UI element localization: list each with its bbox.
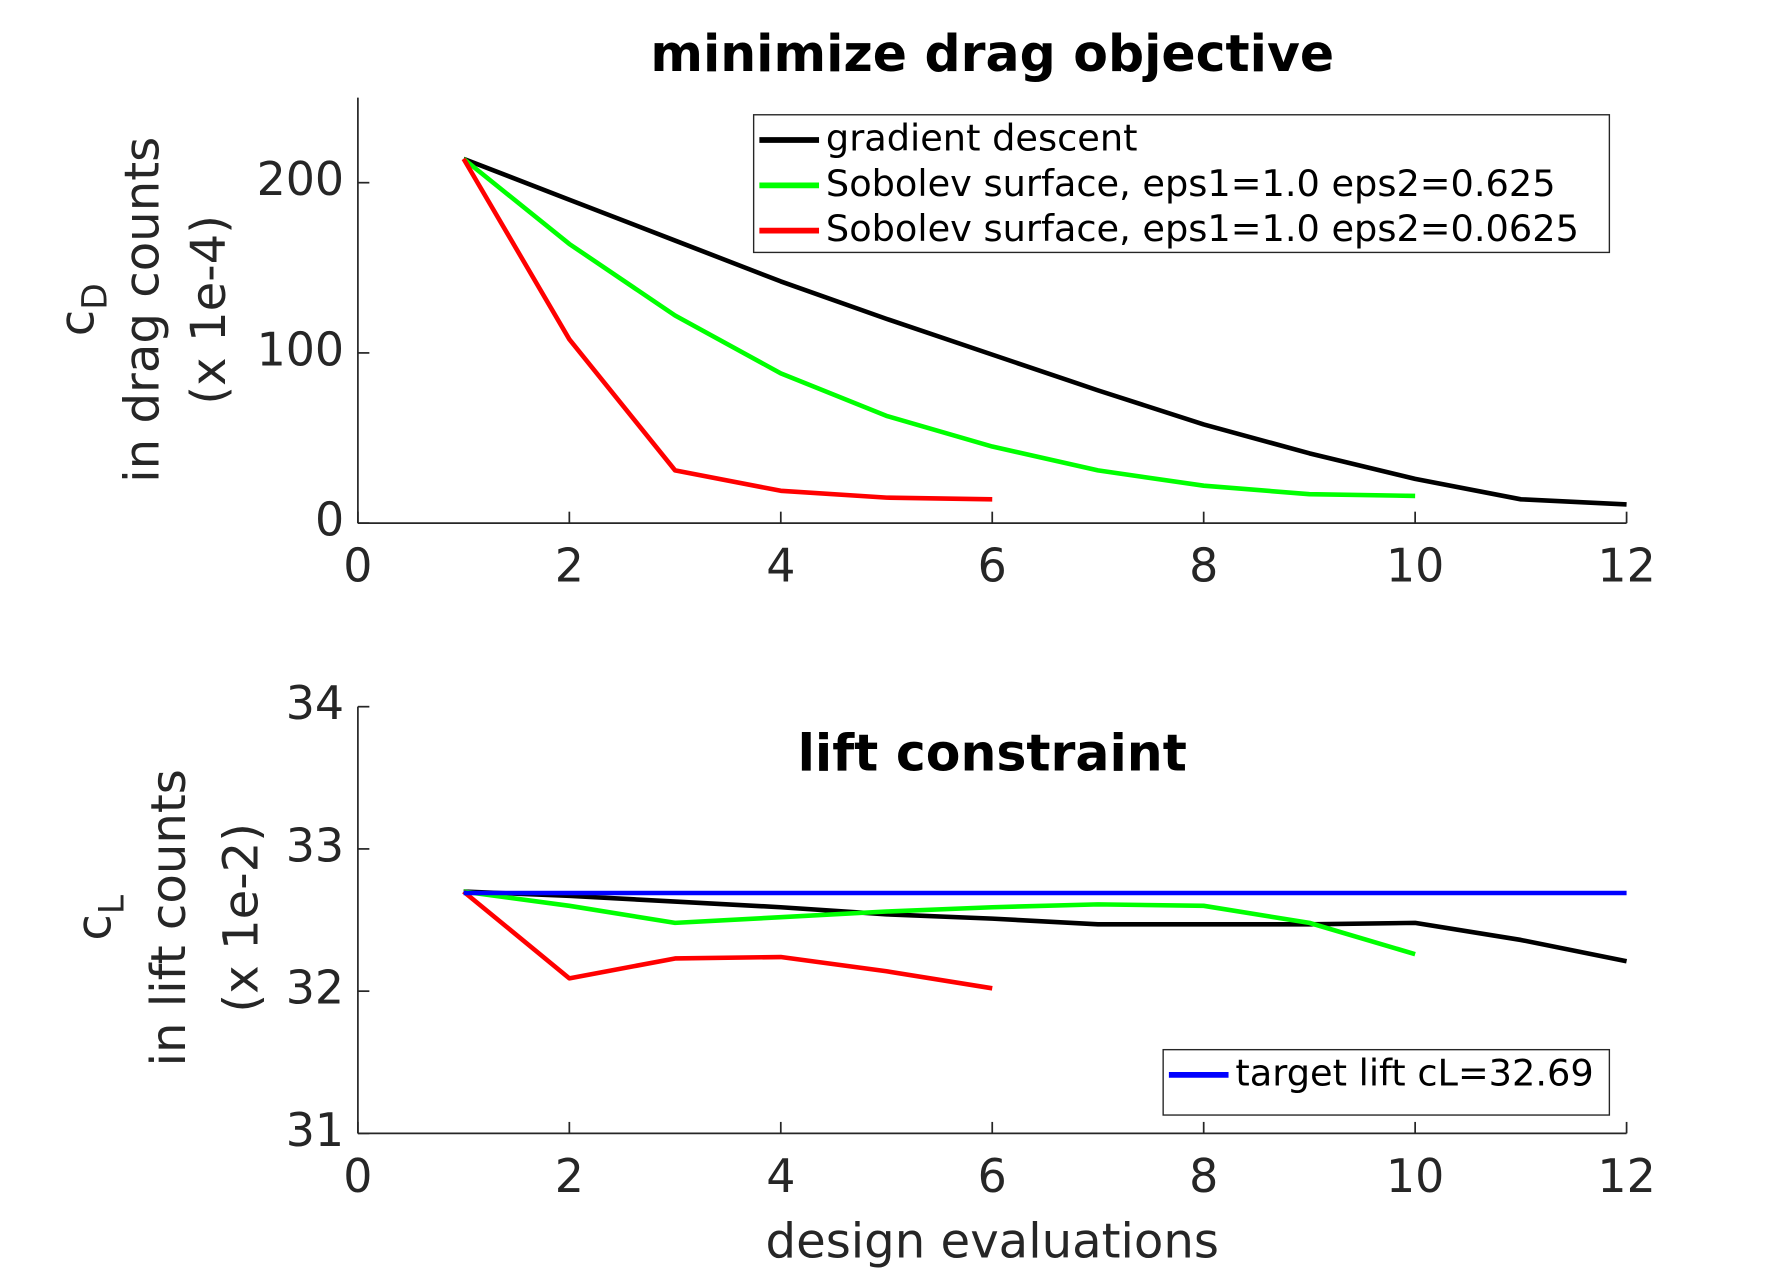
x-tick-label: 8 xyxy=(1189,1149,1218,1203)
y-tick-label: 33 xyxy=(286,818,344,872)
y-label-sub: D xyxy=(75,283,115,310)
data-line xyxy=(463,889,1416,957)
y-label-sub: L xyxy=(92,895,132,914)
chart-title: lift constraint xyxy=(798,724,1187,783)
y-label-c: c xyxy=(49,310,105,336)
x-label: design evaluations xyxy=(766,1214,1219,1270)
data-line xyxy=(462,889,993,991)
y-tick-label: 34 xyxy=(286,676,344,730)
x-tick-label: 10 xyxy=(1386,539,1444,593)
legend-box xyxy=(752,114,1611,254)
x-tick-label: 10 xyxy=(1386,1149,1444,1203)
x-tick-label: 8 xyxy=(1189,539,1218,593)
y-label: (x 1e-4) xyxy=(181,215,237,405)
data-line xyxy=(462,156,1627,507)
x-tick-label: 4 xyxy=(766,539,795,593)
legend-label: Sobolev surface, eps1=1.0 eps2=0.625 xyxy=(826,162,1556,205)
data-line xyxy=(463,889,1628,964)
x-tick-label: 6 xyxy=(978,1149,1007,1203)
x-tick-label: 12 xyxy=(1597,539,1655,593)
y-tick-label: 100 xyxy=(257,322,345,376)
x-tick-label: 0 xyxy=(343,539,372,593)
legend-label: Sobolev surface, eps1=1.0 eps2=0.0625 xyxy=(826,207,1579,250)
y-tick-label: 32 xyxy=(286,961,344,1015)
y-label-symbol: cL xyxy=(67,895,133,941)
y-label: (x 1e-2) xyxy=(213,823,269,1013)
y-label-c: c xyxy=(67,914,123,940)
y-tick-label: 0 xyxy=(315,493,344,547)
x-tick-label: 2 xyxy=(555,539,584,593)
y-label: in lift counts xyxy=(141,769,197,1066)
x-tick-label: 2 xyxy=(555,1149,584,1203)
data-line xyxy=(462,157,1416,499)
chart-title: minimize drag objective xyxy=(650,24,1334,83)
x-tick-label: 12 xyxy=(1597,1149,1655,1203)
x-tick-label: 0 xyxy=(343,1149,372,1203)
legend-box xyxy=(1162,1048,1611,1116)
y-label-symbol: cD xyxy=(49,283,115,336)
x-tick-label: 4 xyxy=(766,1149,795,1203)
y-tick-label: 200 xyxy=(257,152,345,206)
x-tick-label: 6 xyxy=(978,539,1007,593)
legend-label: gradient descent xyxy=(826,117,1138,160)
data-line xyxy=(461,157,993,502)
legend-label: target lift cL=32.69 xyxy=(1235,1051,1593,1094)
y-label: in drag counts xyxy=(115,137,171,483)
y-tick-label: 31 xyxy=(286,1103,344,1157)
